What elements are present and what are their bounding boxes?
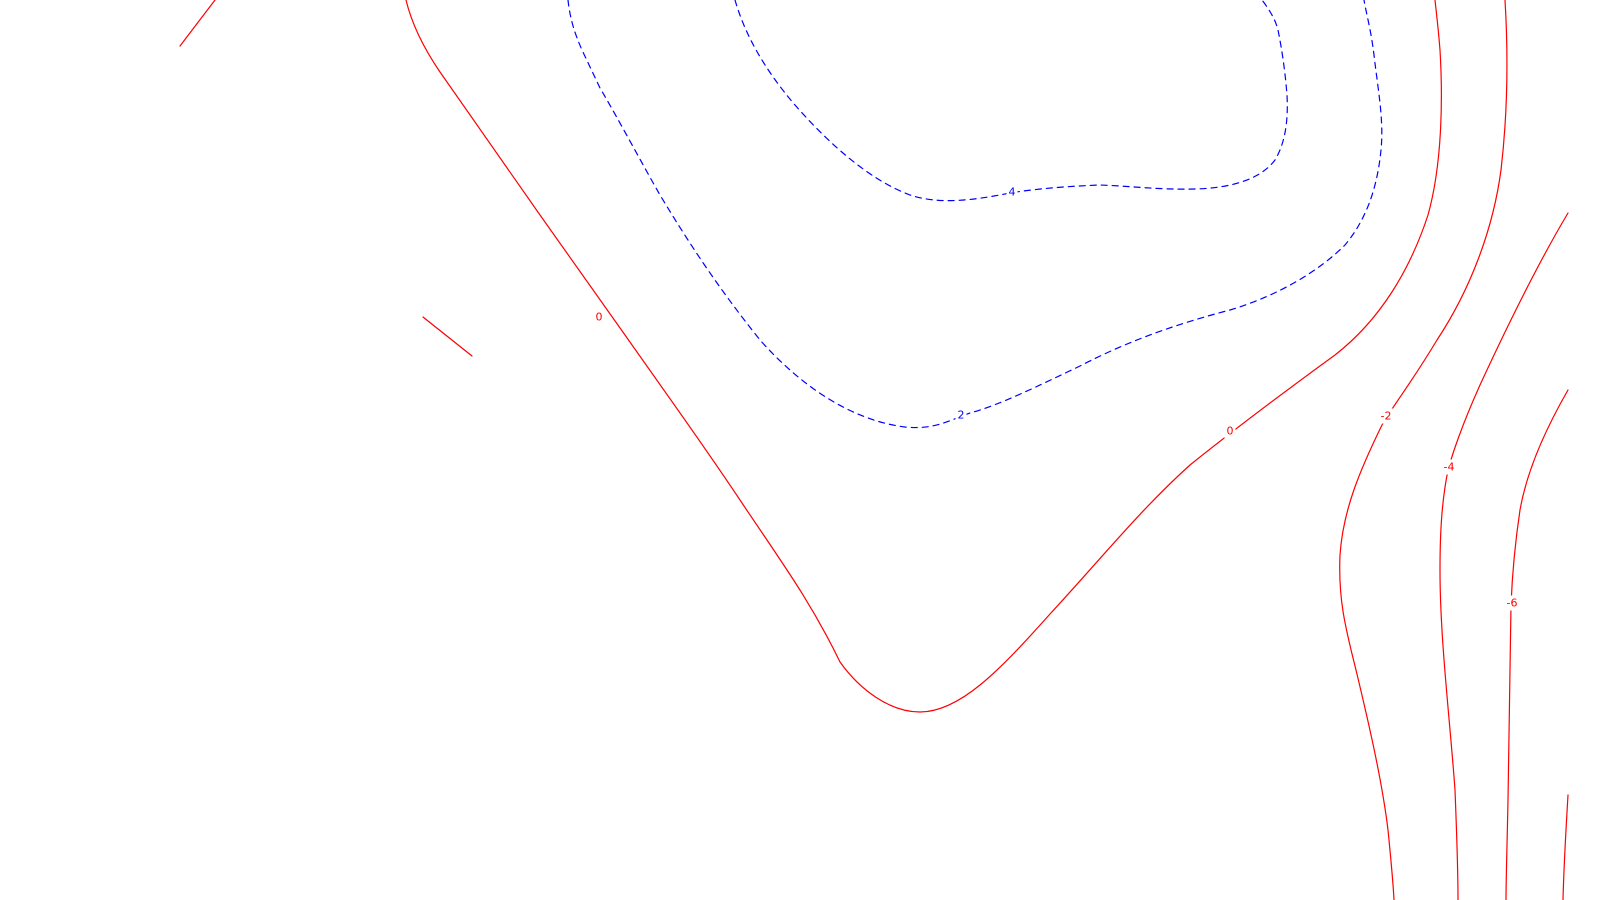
contour-line-level-neg4: [1439, 212, 1569, 900]
contour-line-level-0-segment-a: [179, 0, 216, 47]
contour-line-level-neg8-partial: [1562, 794, 1569, 900]
contour-label-background: [1441, 459, 1457, 475]
contour-label-background: [1378, 408, 1394, 424]
contour-label-neg2: -2: [1381, 410, 1392, 423]
contour-line-level-4-inner: [734, 0, 1288, 202]
contour-label-0-right: 0: [1227, 425, 1234, 438]
contour-line-level-neg2: [1339, 0, 1508, 900]
contour-label-neg4: -4: [1444, 461, 1455, 474]
contour-label-background: [955, 407, 967, 423]
contour-label-background: [1504, 595, 1520, 611]
contour-label-4: 4: [1009, 186, 1016, 199]
contour-label-background: [593, 309, 605, 325]
contour-label-background: [1224, 423, 1236, 439]
contour-line-level-4: [567, 0, 1383, 429]
contour-labels: 4 2 0 0 -2 -4 -6: [593, 184, 1520, 611]
contour-line-level-0: [405, 0, 1442, 713]
contour-line-level-neg6: [1505, 389, 1569, 900]
contour-line-level-0-segment-b: [422, 316, 473, 357]
contour-label-2: 2: [958, 409, 965, 422]
contour-label-0-left: 0: [596, 311, 603, 324]
contour-label-neg6: -6: [1507, 597, 1518, 610]
contour-label-background: [1006, 184, 1018, 200]
